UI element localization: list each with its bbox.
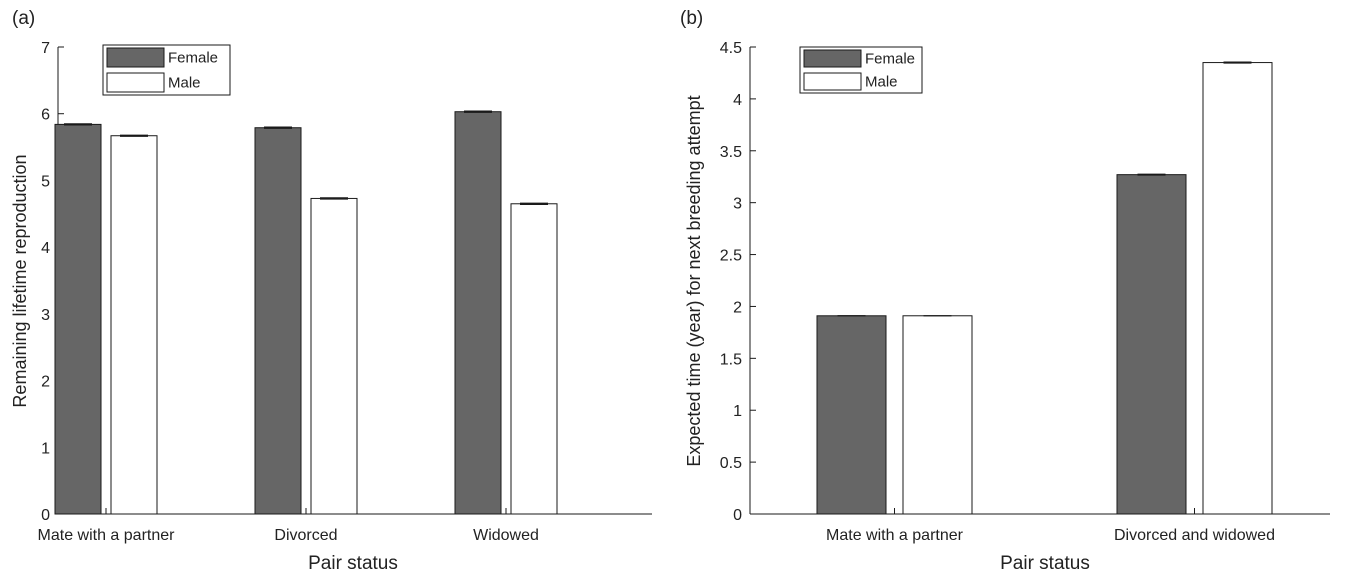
panel-a: (a) Remaining lifetime reproduction Pair… bbox=[10, 8, 652, 574]
bars-b bbox=[816, 61, 1273, 515]
bar-female bbox=[54, 123, 102, 515]
legend-a: Female Male bbox=[102, 44, 231, 96]
y-tick-label: 4 bbox=[733, 92, 742, 109]
legend-label-male: Male bbox=[865, 74, 898, 91]
bar-male bbox=[110, 135, 158, 515]
y-tick-label: 3 bbox=[41, 307, 50, 324]
panel-b: (b) Expected time (year) for next breedi… bbox=[680, 8, 1330, 574]
y-tick-label: 2.5 bbox=[720, 248, 742, 265]
x-axis-label-a: Pair status bbox=[308, 553, 398, 574]
x-tick-label: Divorced bbox=[274, 527, 337, 544]
y-axis-label-a: Remaining lifetime reproduction bbox=[10, 154, 30, 407]
y-tick-label: 1 bbox=[41, 440, 50, 457]
bar-female bbox=[254, 127, 302, 515]
bar-male bbox=[310, 197, 358, 515]
legend-swatch-male bbox=[106, 72, 165, 93]
bar-male bbox=[510, 203, 558, 515]
y-tick-label: 1.5 bbox=[720, 351, 742, 368]
bar-female bbox=[454, 111, 502, 515]
y-tick-label: 1 bbox=[733, 403, 742, 420]
bar-male bbox=[1202, 62, 1273, 515]
x-tick-label: Mate with a partner bbox=[38, 527, 176, 544]
x-axis-label-b: Pair status bbox=[1000, 553, 1090, 574]
legend-swatch-male bbox=[803, 72, 862, 91]
y-tick-label: 2 bbox=[41, 374, 50, 391]
y-tick-label: 7 bbox=[41, 40, 50, 57]
legend-swatch-female bbox=[106, 47, 165, 68]
y-tick-label: 4 bbox=[41, 240, 50, 257]
legend-label-female: Female bbox=[168, 50, 218, 67]
legend-swatch-female bbox=[803, 49, 862, 68]
y-tick-label: 3.5 bbox=[720, 144, 742, 161]
bar-male bbox=[902, 315, 973, 515]
legend-label-female: Female bbox=[865, 51, 915, 68]
y-tick-label: 6 bbox=[41, 107, 50, 124]
legend-label-male: Male bbox=[168, 75, 201, 92]
y-tick-label: 0 bbox=[733, 507, 742, 524]
bars-a bbox=[54, 110, 558, 515]
y-tick-label: 0.5 bbox=[720, 455, 742, 472]
y-tick-label: 4.5 bbox=[720, 40, 742, 57]
y-axis-label-b: Expected time (year) for next breeding a… bbox=[684, 95, 704, 466]
panel-label-a: (a) bbox=[12, 8, 35, 29]
y-tick-label: 0 bbox=[41, 507, 50, 524]
x-tick-label: Widowed bbox=[473, 527, 539, 544]
bar-female bbox=[816, 315, 887, 515]
y-tick-label: 2 bbox=[733, 299, 742, 316]
bar-female bbox=[1116, 174, 1187, 515]
legend-b: Female Male bbox=[799, 46, 923, 94]
y-tick-label: 3 bbox=[733, 196, 742, 213]
panel-label-b: (b) bbox=[680, 8, 703, 29]
x-tick-label: Divorced and widowed bbox=[1114, 527, 1275, 544]
y-tick-label: 5 bbox=[41, 173, 50, 190]
x-tick-label: Mate with a partner bbox=[826, 527, 964, 544]
